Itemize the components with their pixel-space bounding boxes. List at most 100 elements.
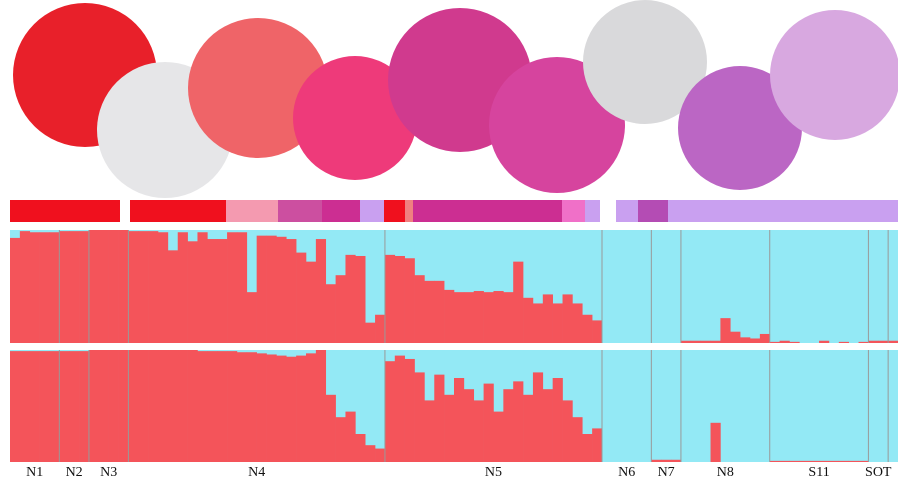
bar (878, 341, 888, 343)
strip-segment (638, 200, 668, 222)
bar (375, 315, 385, 343)
bar (849, 461, 859, 462)
group-label: N4 (248, 465, 265, 480)
bar (355, 434, 365, 462)
bar (415, 275, 425, 343)
bar (701, 341, 711, 343)
bar (79, 351, 89, 462)
group-label: N1 (26, 465, 43, 480)
bar (326, 284, 336, 343)
bar (10, 238, 20, 343)
bar (40, 232, 50, 343)
bar (178, 350, 188, 462)
bar (306, 353, 316, 462)
bar (336, 275, 346, 343)
bar (207, 351, 217, 462)
bar (227, 232, 237, 343)
bar (582, 434, 592, 462)
bar (197, 351, 207, 462)
bar (365, 445, 375, 462)
bar (819, 461, 829, 462)
bar (493, 412, 503, 462)
bar (336, 417, 346, 462)
bar (780, 461, 790, 462)
bar (839, 461, 849, 462)
bar (405, 359, 415, 462)
bar (730, 332, 740, 343)
strip-segment (562, 200, 585, 222)
bar (740, 337, 750, 343)
bar (257, 353, 267, 462)
bar (40, 351, 50, 462)
bar (572, 417, 582, 462)
strip-segment (226, 200, 278, 222)
bar (553, 303, 563, 343)
bar (651, 460, 661, 462)
bar (789, 461, 799, 462)
bar (809, 461, 819, 462)
bar (316, 350, 326, 462)
bar (868, 341, 878, 343)
bar (227, 351, 237, 462)
bar (819, 341, 829, 343)
bar (720, 318, 730, 343)
strip-segment (405, 200, 413, 222)
bar (405, 258, 415, 343)
bar (237, 352, 247, 462)
bar (434, 375, 444, 462)
strip-segment (616, 200, 638, 222)
bar (424, 281, 434, 343)
group-label: N5 (485, 465, 502, 480)
bar (276, 237, 286, 343)
bar (345, 255, 355, 343)
bar (503, 292, 513, 343)
bar (138, 350, 148, 462)
bar (572, 303, 582, 343)
bar (839, 342, 849, 343)
bar (888, 341, 898, 343)
bar (543, 294, 553, 343)
bar (30, 351, 40, 462)
bar (316, 239, 326, 343)
bar (592, 320, 602, 343)
bar (563, 400, 573, 462)
bar (128, 231, 138, 343)
bar (286, 239, 296, 343)
strip-segment (585, 200, 600, 222)
bar (49, 351, 59, 462)
group-label: N8 (717, 465, 734, 480)
bar (247, 292, 257, 343)
bar (69, 351, 79, 462)
group-label: N6 (618, 465, 635, 480)
group-label: SOT (865, 465, 892, 480)
bar (217, 239, 227, 343)
bar (395, 256, 405, 343)
bar (444, 290, 454, 343)
bar (30, 232, 40, 343)
strip-segment (10, 200, 120, 222)
bar (89, 350, 99, 462)
bar (119, 230, 129, 343)
bar (345, 412, 355, 462)
bar (178, 232, 188, 343)
bar (395, 356, 405, 462)
bar (533, 303, 543, 343)
bar (109, 230, 119, 343)
bar (770, 342, 780, 343)
figure: N1N2N3N4N5N6N7N8S11SOT (0, 0, 898, 483)
bar (444, 395, 454, 462)
bar (582, 315, 592, 343)
bar (365, 323, 375, 343)
strip-segment (322, 200, 360, 222)
bar (513, 262, 523, 343)
flower-photos (13, 0, 898, 198)
bar (257, 236, 267, 343)
bar (691, 341, 701, 343)
bar (533, 372, 543, 462)
bar (326, 395, 336, 462)
bar (464, 389, 474, 462)
bar (188, 350, 198, 462)
bar (138, 231, 148, 343)
bar (109, 350, 119, 462)
flower (770, 10, 898, 140)
